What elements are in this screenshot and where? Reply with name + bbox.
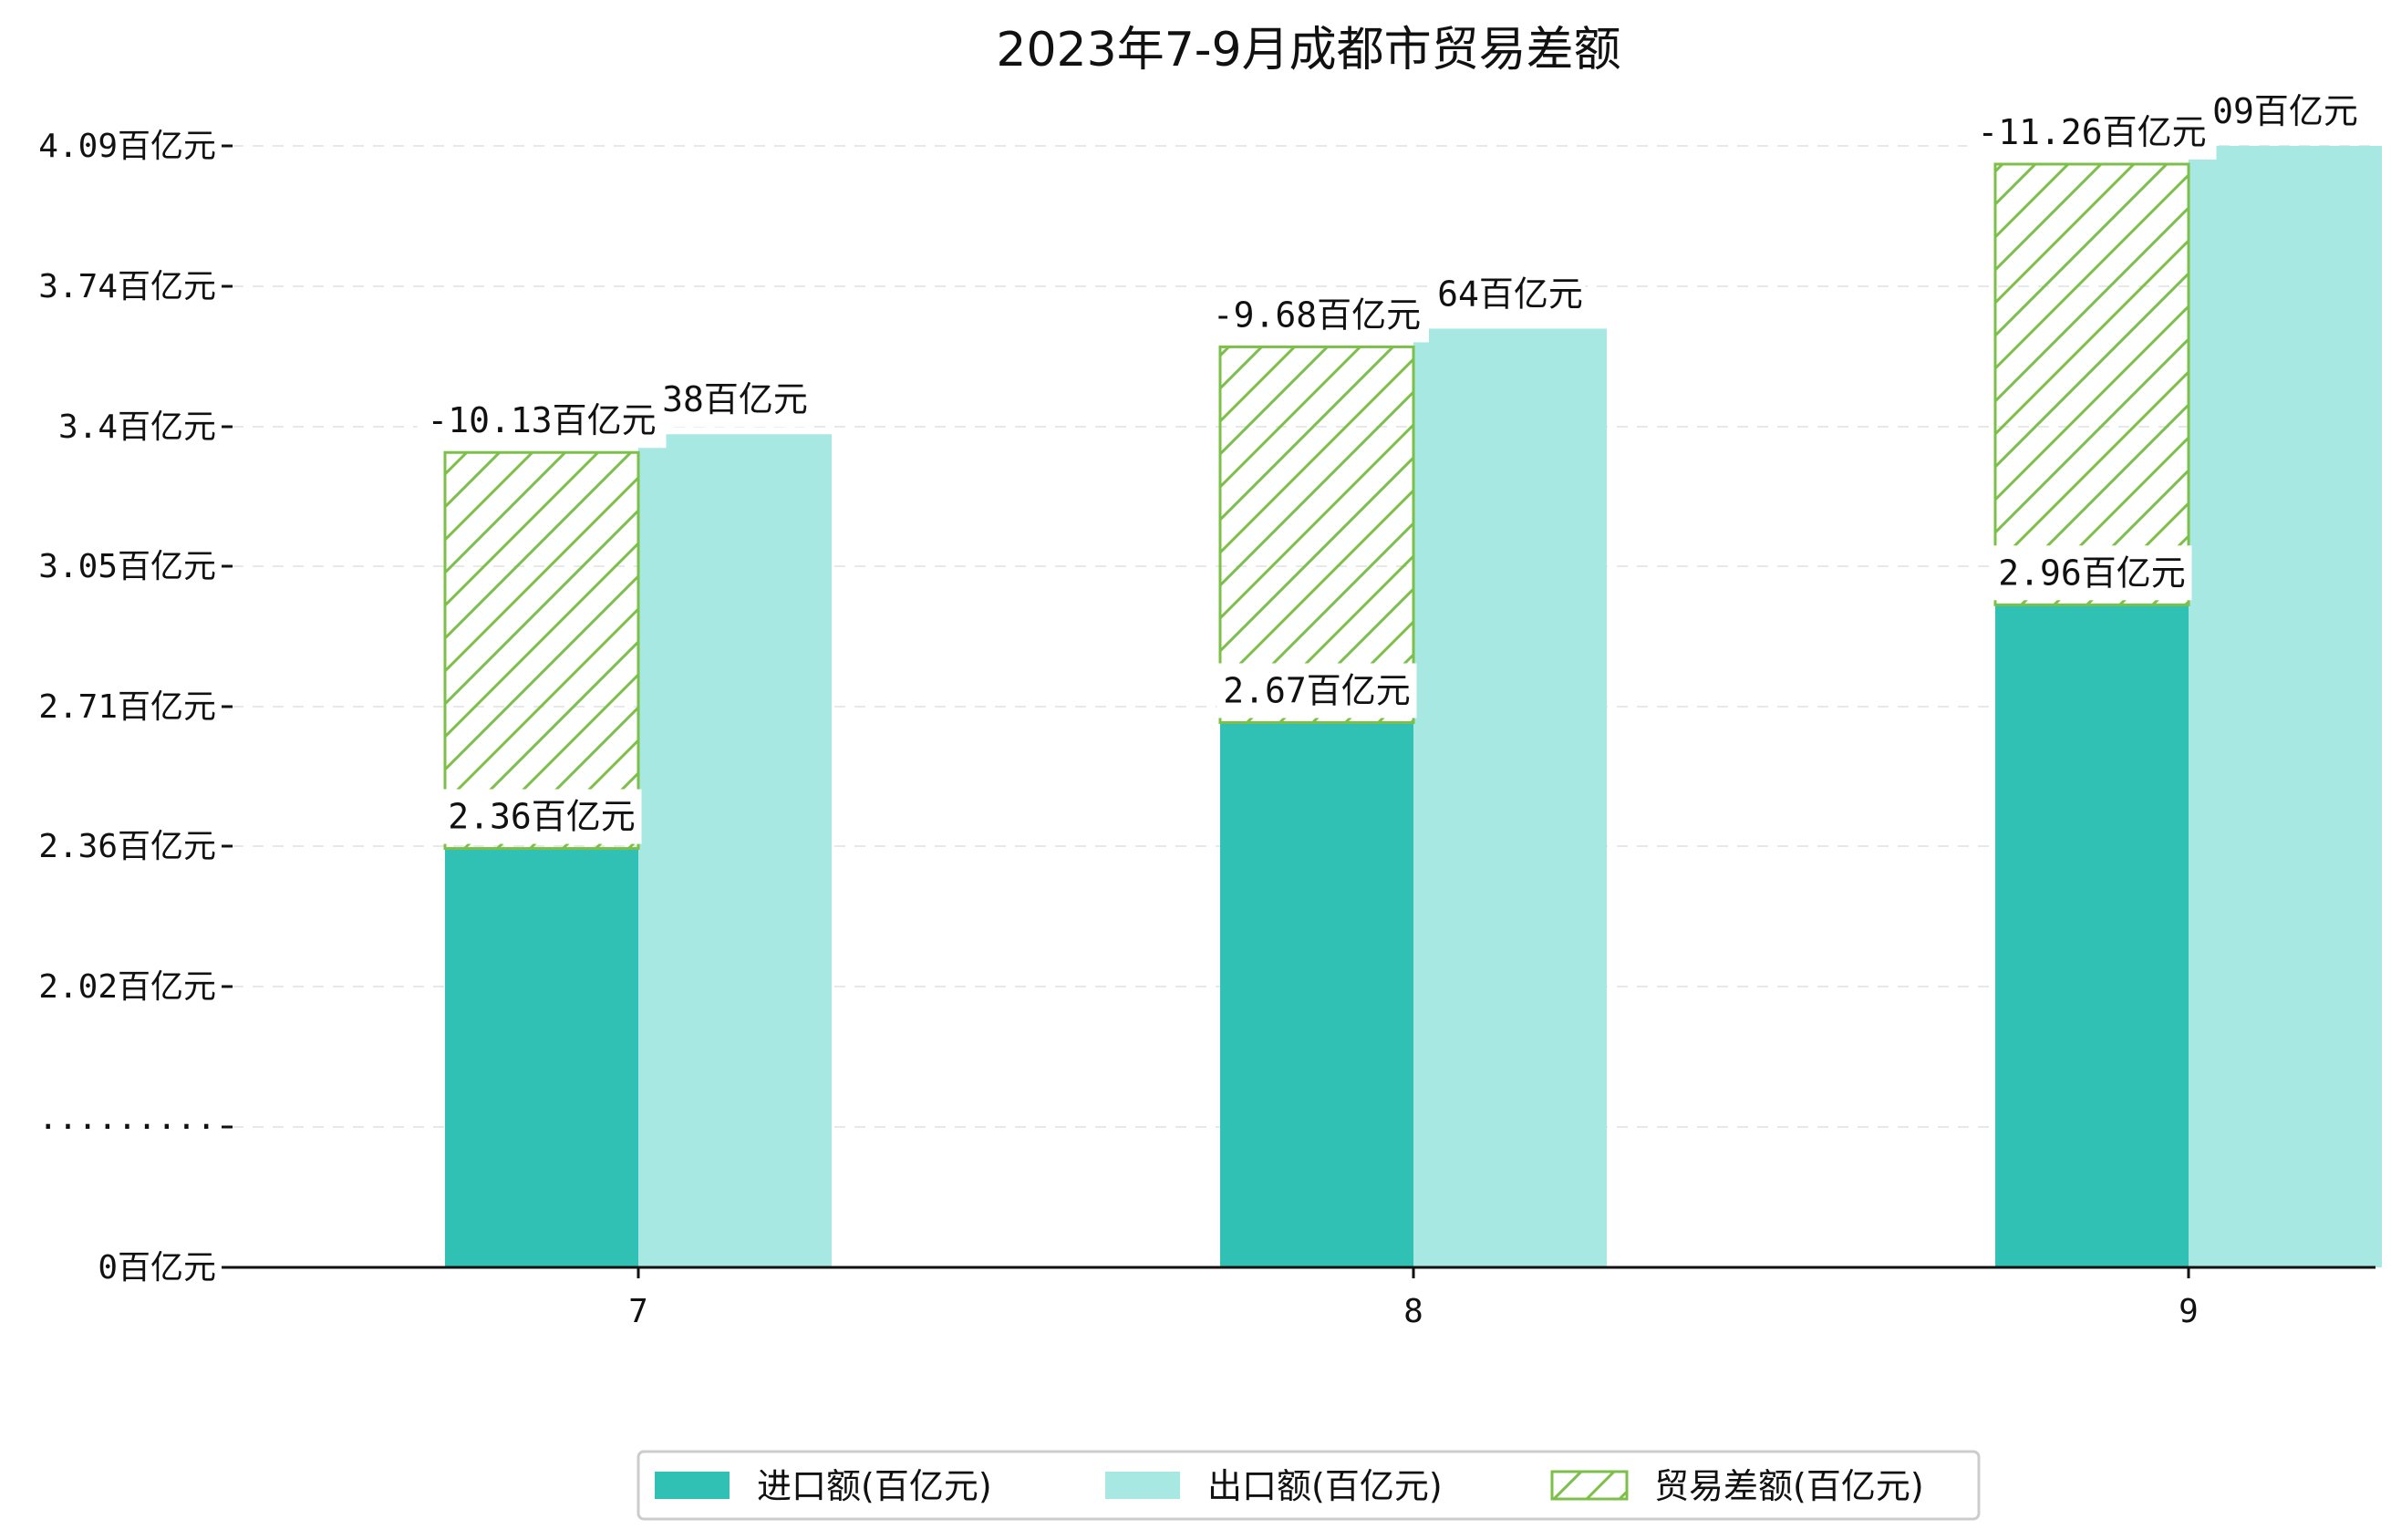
legend-label: 进口额(百亿元) <box>757 1466 992 1506</box>
import-bar <box>445 848 638 1267</box>
data-label: 2.36百亿元 <box>448 797 636 837</box>
legend-swatch <box>1105 1472 1180 1499</box>
balance-bar <box>1993 162 2190 606</box>
export-bar <box>1413 328 1607 1267</box>
y-tick-label: 3.74百亿元 <box>38 268 216 305</box>
export-value-label: 38百亿元 <box>659 372 811 428</box>
legend-swatch <box>655 1472 730 1499</box>
legend-box: 进口额(百亿元) 出口额(百亿元) 贸易差额(百亿元) <box>637 1450 1981 1521</box>
y-tick-label: 4.09百亿元 <box>38 128 216 165</box>
label-box <box>1967 105 2217 160</box>
data-label: -11.26百亿元 <box>1977 112 2206 152</box>
import-value-label: 2.67百亿元 <box>1216 663 1417 718</box>
import-value-label: 2.96百亿元 <box>1992 545 2192 601</box>
chart-title: 2023年7-9月成都市贸易差额 <box>996 23 1620 78</box>
import-bar <box>1220 722 1413 1267</box>
label-box <box>1434 266 1586 322</box>
x-tick-label: 8 <box>1403 1293 1423 1330</box>
axes: 0百亿元 ········· 2.02百亿元 2.36百亿元 2.71百亿元 3.05百亿… <box>38 128 2375 1330</box>
x-tick-label: 7 <box>628 1293 648 1330</box>
data-label: 38百亿元 <box>662 379 808 419</box>
bars <box>443 146 2382 1267</box>
y-tick-label: 3.4百亿元 <box>58 408 216 446</box>
balance-bar <box>443 450 640 851</box>
legend-label: 出口额(百亿元) <box>1207 1466 1443 1506</box>
export-bar <box>638 434 832 1267</box>
export-value-label: 09百亿元 <box>2210 84 2361 139</box>
label-box <box>1992 545 2192 601</box>
data-label: -9.68百亿元 <box>1213 295 1421 335</box>
label-box <box>1205 287 1429 343</box>
balance-bar <box>1218 345 1415 724</box>
y-tick-label: 2.71百亿元 <box>38 688 216 726</box>
data-label: -10.13百亿元 <box>427 400 656 440</box>
export-value-label: 64百亿元 <box>1434 266 1586 322</box>
y-tick-label: 2.02百亿元 <box>38 968 216 1006</box>
legend-frame <box>637 1450 1981 1521</box>
data-label: 64百亿元 <box>1437 274 1583 314</box>
legend-swatch <box>1550 1470 1629 1501</box>
import-bar <box>1995 605 2189 1267</box>
label-box <box>659 372 811 428</box>
balance-value-label: -11.26百亿元 <box>1967 105 2217 160</box>
data-label: 09百亿元 <box>2212 91 2358 131</box>
y-tick-label: 3.05百亿元 <box>38 548 216 585</box>
legend: 进口额(百亿元) 出口额(百亿元) 贸易差额(百亿元) <box>637 1450 1981 1521</box>
label-box <box>441 789 642 844</box>
export-bar <box>2189 146 2382 1267</box>
y-tick-label: ········· <box>38 1109 216 1146</box>
balance-value-label: -9.68百亿元 <box>1205 287 1429 343</box>
data-label: 2.67百亿元 <box>1223 670 1411 710</box>
import-value-label: 2.36百亿元 <box>441 789 642 844</box>
label-box <box>1216 663 1417 718</box>
data-label: 2.96百亿元 <box>1998 553 2186 593</box>
y-tick-label: 0百亿元 <box>98 1249 216 1287</box>
label-box <box>2210 84 2361 139</box>
x-tick-label: 9 <box>2179 1293 2199 1330</box>
balance-value-label: -10.13百亿元 <box>417 393 667 449</box>
legend-label: 贸易差额(百亿元) <box>1654 1466 1924 1506</box>
y-tick-label: 2.36百亿元 <box>38 828 216 865</box>
label-box <box>417 393 667 449</box>
